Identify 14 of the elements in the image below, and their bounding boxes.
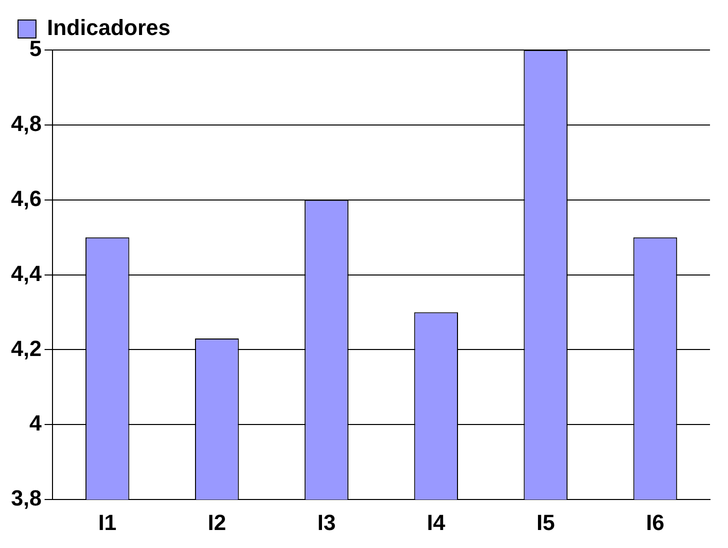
x-tick-label: I6 (646, 510, 664, 535)
x-tick-label: I5 (536, 510, 555, 535)
x-tick-label: I1 (98, 510, 117, 535)
legend-label: Indicadores (47, 15, 170, 40)
y-tick-label: 3,8 (10, 486, 42, 511)
y-tick-label: 4 (29, 410, 42, 436)
y-tick-label: 4,6 (10, 186, 42, 211)
y-tick-label: 4,2 (10, 336, 42, 361)
y-tick-label: 5 (29, 36, 42, 62)
x-tick-label: I4 (426, 510, 446, 535)
y-tick-label: 4,8 (10, 110, 42, 136)
x-tick-label: I3 (317, 510, 336, 535)
y-tick-label: 4,4 (10, 260, 42, 286)
x-tick-label: I2 (208, 510, 226, 535)
